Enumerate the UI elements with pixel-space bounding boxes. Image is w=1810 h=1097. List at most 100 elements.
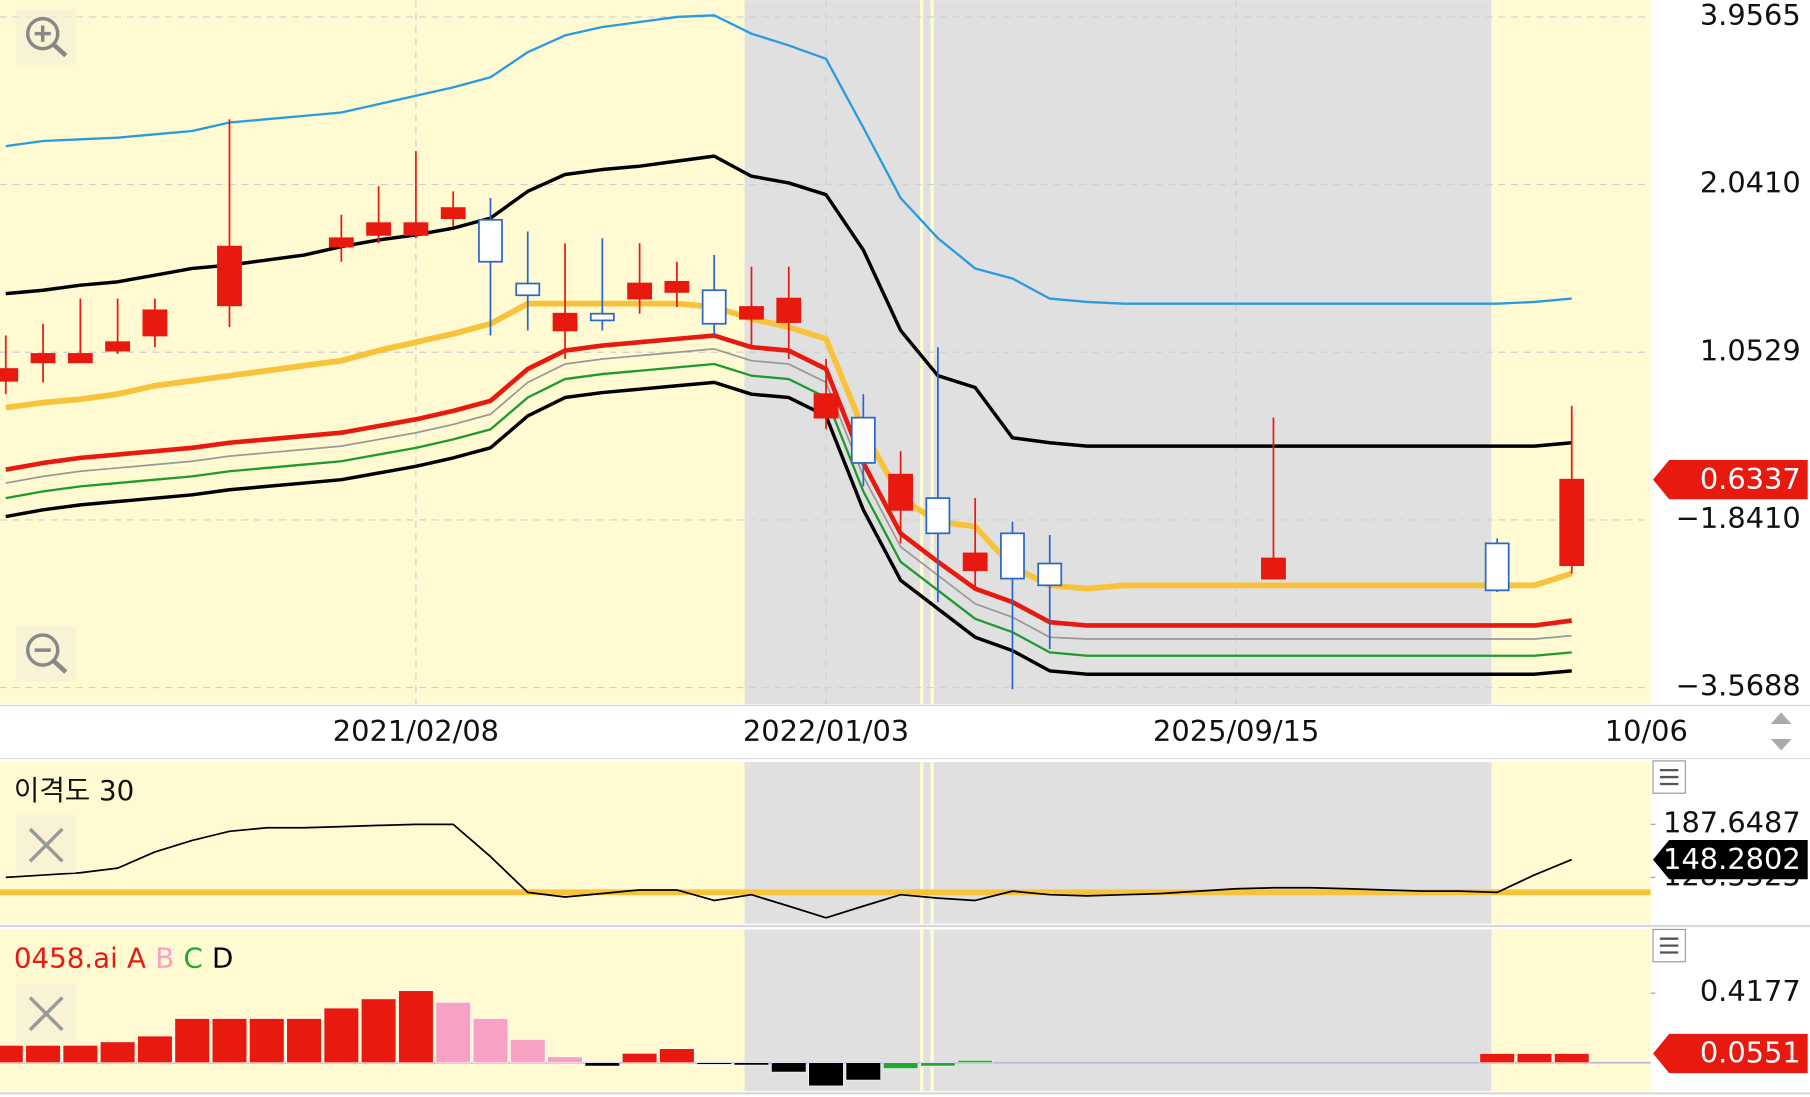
x-tick-label: 2022/01/03 <box>743 714 909 748</box>
candle <box>30 323 56 383</box>
histogram-bar <box>957 1060 993 1064</box>
histogram-bar <box>547 1056 583 1064</box>
indicator-line <box>5 154 1572 448</box>
candle-body <box>1037 562 1063 587</box>
tag-shape <box>1653 460 1808 500</box>
candle-body <box>552 312 578 332</box>
candle-body <box>142 309 168 337</box>
candle <box>1559 405 1585 574</box>
candle-body <box>0 368 19 382</box>
indicator-menu-button[interactable] <box>1652 928 1686 963</box>
candle <box>0 335 19 395</box>
candle-body <box>962 552 988 572</box>
legend-entry: C <box>183 941 202 974</box>
last-value-tag: 0.6337 <box>1653 460 1808 500</box>
tag-label: 148.2802 <box>1663 842 1801 876</box>
x-tick-label: 2025/09/15 <box>1153 714 1319 748</box>
candle-body <box>30 353 56 364</box>
candle <box>776 266 802 359</box>
candle-body <box>105 341 131 352</box>
histogram-bar <box>1516 1053 1553 1064</box>
candle-body <box>589 312 615 322</box>
zoom-in-button[interactable] <box>16 9 77 65</box>
candle <box>478 198 503 336</box>
candle <box>850 394 876 487</box>
histogram-bar <box>1554 1053 1590 1064</box>
candle-body <box>403 222 429 236</box>
candle-body <box>1000 532 1025 580</box>
candle <box>217 119 242 328</box>
candle <box>589 238 615 331</box>
candle <box>515 231 541 331</box>
histogram-bar <box>249 1018 285 1064</box>
x-tick-label: 2021/02/08 <box>333 714 499 748</box>
zoom-out-button[interactable] <box>16 625 77 682</box>
candle-body <box>478 218 503 263</box>
histogram-bar <box>100 1041 136 1064</box>
y-tick-label: 2.0410 <box>1700 166 1801 200</box>
candle <box>366 186 392 244</box>
histogram-bar <box>733 1062 770 1066</box>
legend-entry: B <box>155 941 174 974</box>
tag-label: 0.0551 <box>1700 1036 1801 1070</box>
tag-shape <box>1653 840 1808 880</box>
candle <box>962 498 988 591</box>
legend-entry: A <box>127 941 146 974</box>
candle-body <box>776 297 802 323</box>
histogram-bar <box>1479 1053 1515 1064</box>
histogram-bar <box>696 1062 732 1065</box>
panel-title: 이격도 30 <box>14 774 134 807</box>
close-indicator-button[interactable] <box>16 983 77 1042</box>
y-tick-label: 187.6487 <box>1663 805 1801 839</box>
histogram-bar <box>808 1062 844 1087</box>
histogram-bar <box>174 1018 210 1064</box>
indicator-line <box>5 362 1572 657</box>
panel-title: 0458.ai <box>14 941 118 974</box>
histogram-bar <box>361 998 397 1064</box>
candle <box>328 214 354 262</box>
candle-body <box>366 222 392 236</box>
histogram-bar <box>659 1048 695 1064</box>
candle-body <box>664 280 690 293</box>
histogram-bar <box>25 1045 61 1064</box>
y-tick-label: 0.4177 <box>1700 974 1801 1008</box>
candle <box>925 347 951 603</box>
candle-body <box>888 473 914 511</box>
candle <box>142 298 168 348</box>
close-indicator-button[interactable] <box>16 815 77 873</box>
candle <box>701 255 727 336</box>
tag-label: 0.6337 <box>1700 462 1801 496</box>
histogram-bar <box>845 1062 881 1081</box>
candle <box>627 243 653 314</box>
histogram-bar <box>137 1035 173 1064</box>
y-tick-label: −3.5688 <box>1676 669 1801 703</box>
indicator-menu-button[interactable] <box>1652 760 1686 794</box>
candle-body <box>1484 542 1510 592</box>
candle <box>813 358 839 430</box>
last-value-tag: 0.0551 <box>1653 1033 1808 1074</box>
candle <box>1000 521 1025 690</box>
indicator-line <box>5 348 1572 640</box>
histogram-bar <box>510 1039 546 1064</box>
tag-shape <box>1653 1033 1808 1074</box>
histogram-bar <box>435 1002 471 1064</box>
candle <box>105 298 131 354</box>
y-tick-label: −1.8410 <box>1676 501 1801 535</box>
histogram-bar <box>584 1062 620 1067</box>
histogram-bar <box>398 990 434 1064</box>
candle <box>664 261 690 307</box>
candle-body <box>217 245 242 307</box>
candle-body <box>515 282 541 297</box>
candle-body <box>739 306 764 320</box>
histogram-bar <box>286 1018 322 1064</box>
histogram-bar <box>771 1062 807 1073</box>
candle-body <box>1559 478 1585 567</box>
candle-body <box>67 353 93 364</box>
histogram-bar <box>323 1007 359 1064</box>
candle <box>888 451 914 544</box>
histogram-bar <box>920 1062 956 1067</box>
candle <box>1261 417 1286 580</box>
last-value-tag: 148.2802 <box>1653 840 1808 880</box>
scroll-arrows[interactable] <box>1770 712 1792 751</box>
